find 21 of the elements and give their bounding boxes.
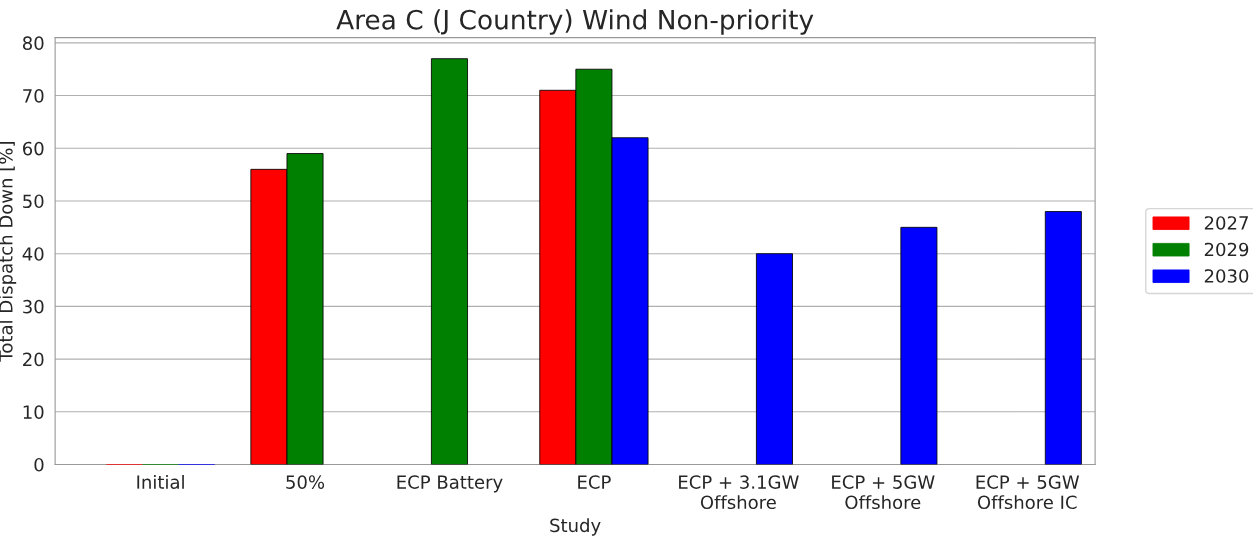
y-tick-label: 10 [23,405,44,419]
y-tick-label: 0 [34,457,44,472]
x-tick-label: ECP [578,475,611,489]
y-tick-label: 60 [23,141,44,156]
y-tick-label: 40 [22,247,44,261]
legend-label: 2029 [1204,242,1249,257]
x-tick-label: ECP Battery [397,475,503,493]
chart-title: Area C (J Country) Wind Non-priority [336,9,814,35]
x-tick-label: ECP + 5GW Offshore IC [976,475,1080,510]
x-tick-label: ECP + 5GW Offshore [832,475,935,510]
legend-label: 2030 [1204,269,1249,283]
y-tick-label: 20 [23,352,44,367]
x-tick-label: 50% [286,475,325,489]
legend-label: 2027 [1204,216,1248,230]
y-tick-label: 80 [22,36,44,50]
y-tick-label: 30 [23,299,44,314]
x-axis-title: Study [550,518,601,536]
y-tick-label: 70 [23,89,44,103]
x-tick-label: ECP + 3.1GW Offshore [679,475,799,510]
x-tick-label: Initial [137,474,184,489]
y-tick-label: 50 [23,194,44,209]
